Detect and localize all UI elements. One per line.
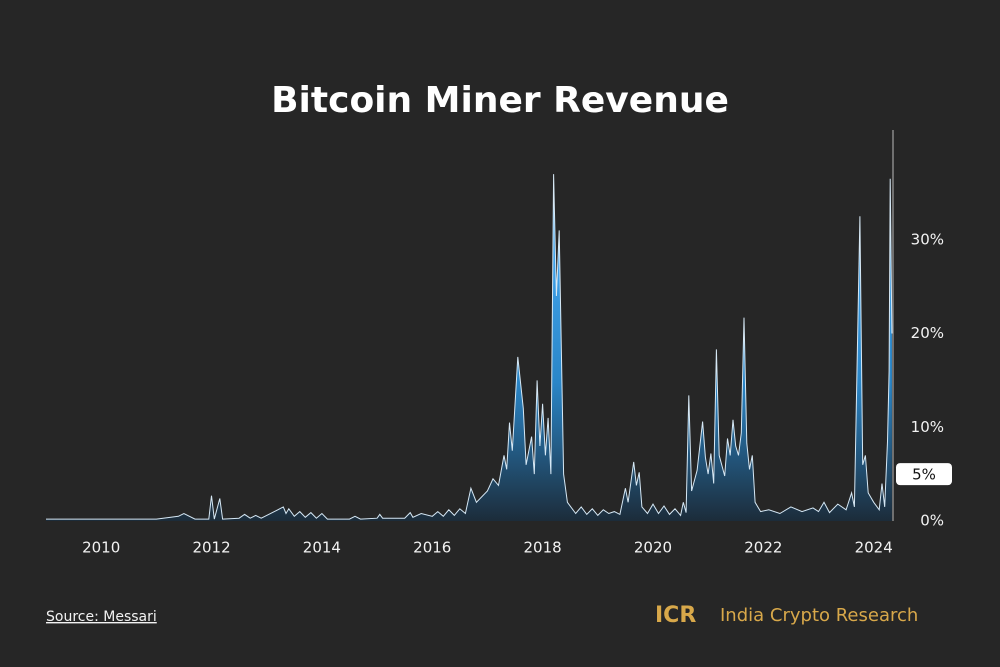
x-tick-label: 2022 (744, 539, 782, 557)
source: Source: Messari (46, 609, 157, 625)
y-tick-label: 0% (920, 512, 944, 530)
y-tick-label: 10% (911, 418, 944, 436)
x-tick-label: 2016 (413, 539, 451, 557)
chart-title: Bitcoin Miner Revenue (271, 80, 729, 121)
x-tick-label: 2020 (634, 539, 672, 557)
y-tick-label: 30% (911, 230, 944, 248)
x-tick-label: 2014 (303, 539, 341, 557)
x-tick-label: 2010 (82, 539, 120, 557)
annotation-label: 5% (912, 466, 936, 484)
logo: ICR (655, 603, 696, 628)
x-tick-label: 2024 (855, 539, 893, 557)
x-tick-label: 2018 (524, 539, 562, 557)
y-tick-label: 20% (911, 324, 944, 342)
line (46, 174, 893, 520)
brand: India Crypto Research (720, 605, 918, 626)
annotation-box (896, 463, 952, 486)
x-tick-label: 2012 (192, 539, 230, 557)
